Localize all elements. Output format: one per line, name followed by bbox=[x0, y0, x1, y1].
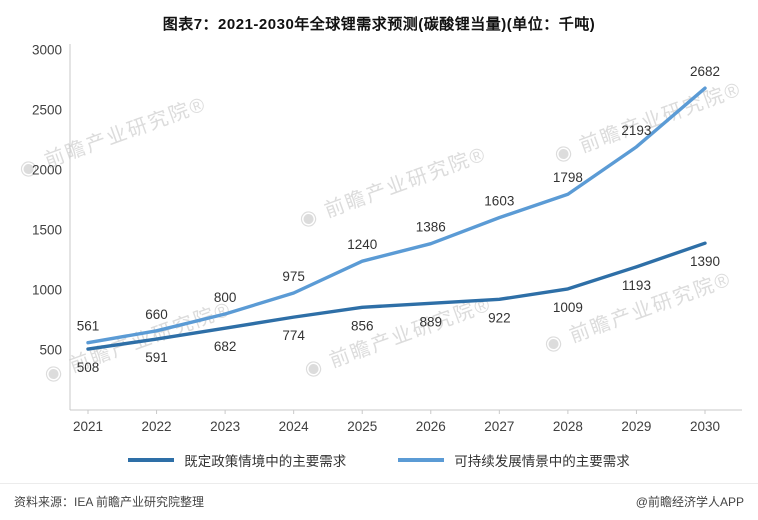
source-note: 资料来源：IEA 前瞻产业研究院整理 bbox=[14, 495, 205, 509]
footer: 资料来源：IEA 前瞻产业研究院整理 @前瞻经济学人APP bbox=[0, 483, 758, 520]
svg-text:◉ 前瞻产业研究院®: ◉ 前瞻产业研究院® bbox=[296, 142, 490, 231]
svg-text:2023: 2023 bbox=[210, 419, 240, 434]
svg-text:500: 500 bbox=[39, 343, 62, 358]
svg-text:2022: 2022 bbox=[142, 419, 172, 434]
svg-text:800: 800 bbox=[214, 290, 237, 305]
svg-text:2682: 2682 bbox=[690, 64, 720, 79]
credit-note: @前瞻经济学人APP bbox=[635, 495, 744, 509]
svg-text:975: 975 bbox=[282, 269, 305, 284]
svg-text:1000: 1000 bbox=[32, 283, 62, 298]
svg-text:889: 889 bbox=[420, 314, 443, 329]
svg-text:2028: 2028 bbox=[553, 419, 583, 434]
svg-text:2193: 2193 bbox=[621, 123, 651, 138]
svg-text:2027: 2027 bbox=[484, 419, 514, 434]
svg-text:2021: 2021 bbox=[73, 419, 103, 434]
legend-label-sustainable: 可持续发展情景中的主要需求 bbox=[454, 454, 630, 469]
svg-text:1603: 1603 bbox=[484, 194, 514, 209]
legend-swatch-stated-policies bbox=[128, 458, 175, 462]
svg-text:3000: 3000 bbox=[32, 43, 62, 58]
legend-item-stated-policies: 既定政策情境中的主要需求 bbox=[128, 450, 346, 470]
chart-title: 图表7：2021-2030年全球锂需求预测(碳酸锂当量)(单位：千吨) bbox=[162, 16, 596, 33]
svg-text:2030: 2030 bbox=[690, 419, 720, 434]
svg-text:2024: 2024 bbox=[279, 419, 310, 434]
legend-label-stated-policies: 既定政策情境中的主要需求 bbox=[184, 454, 347, 469]
legend-item-sustainable: 可持续发展情景中的主要需求 bbox=[398, 450, 630, 470]
svg-text:2500: 2500 bbox=[32, 103, 62, 118]
svg-text:1390: 1390 bbox=[690, 254, 720, 269]
svg-text:774: 774 bbox=[282, 328, 305, 343]
svg-text:2025: 2025 bbox=[347, 419, 377, 434]
svg-text:682: 682 bbox=[214, 339, 237, 354]
svg-text:1240: 1240 bbox=[347, 237, 377, 252]
svg-text:2000: 2000 bbox=[32, 163, 62, 178]
svg-text:1009: 1009 bbox=[553, 300, 583, 315]
svg-text:2026: 2026 bbox=[416, 419, 446, 434]
svg-text:591: 591 bbox=[145, 350, 168, 365]
svg-text:1193: 1193 bbox=[622, 278, 651, 293]
svg-text:2029: 2029 bbox=[621, 419, 651, 434]
svg-text:508: 508 bbox=[77, 360, 100, 375]
svg-text:922: 922 bbox=[488, 310, 511, 325]
svg-text:561: 561 bbox=[77, 319, 100, 334]
svg-text:660: 660 bbox=[145, 307, 168, 322]
svg-text:1386: 1386 bbox=[416, 220, 446, 235]
svg-text:1500: 1500 bbox=[32, 223, 62, 238]
svg-text:1798: 1798 bbox=[553, 170, 583, 185]
line-chart: ◉ 前瞻产业研究院®◉ 前瞻产业研究院®◉ 前瞻产业研究院®◉ 前瞻产业研究院®… bbox=[16, 43, 745, 435]
chart-legend: 既定政策情境中的主要需求 可持续发展情景中的主要需求 bbox=[0, 450, 758, 470]
svg-text:856: 856 bbox=[351, 318, 374, 333]
legend-swatch-sustainable bbox=[398, 458, 445, 462]
